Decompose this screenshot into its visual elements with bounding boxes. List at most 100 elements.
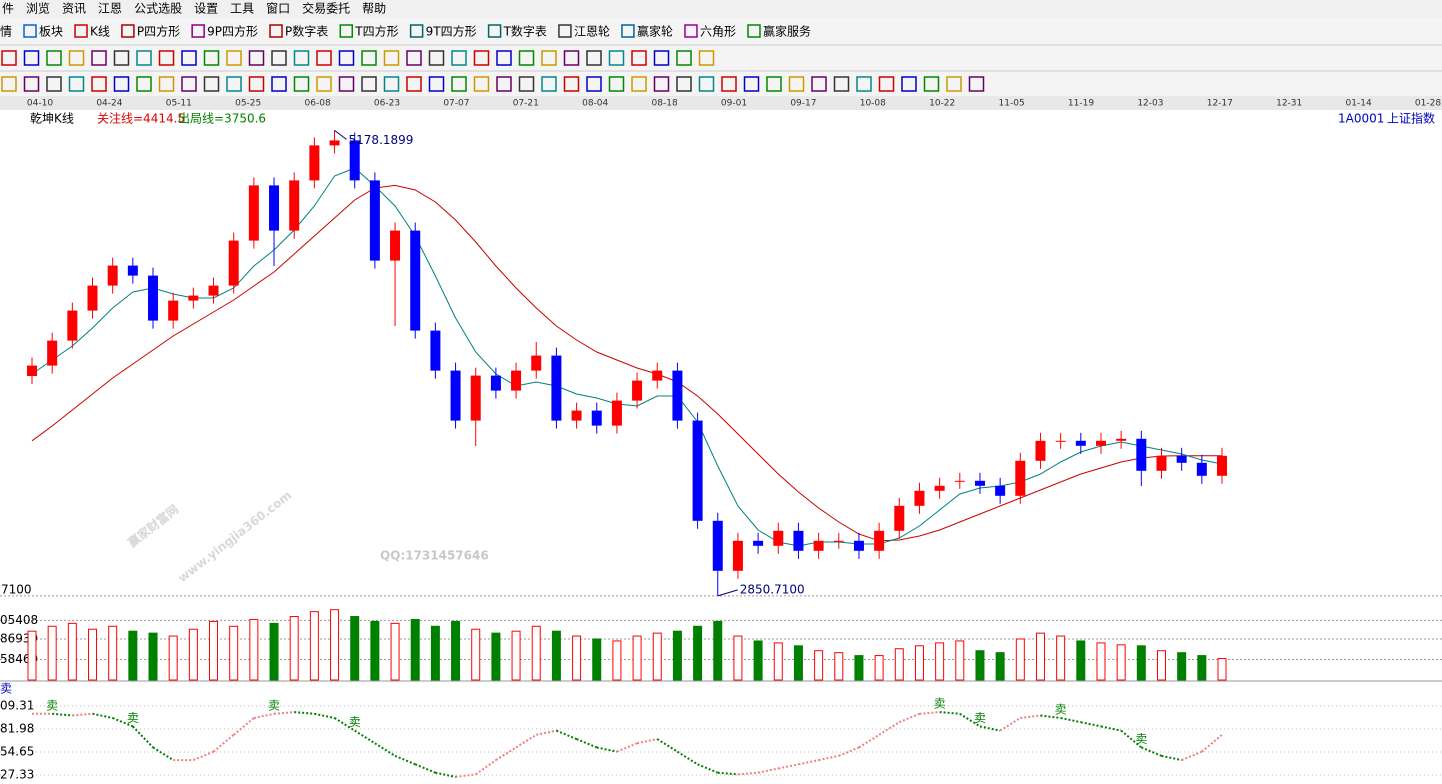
toolbar-item[interactable]: 赢家轮: [637, 24, 673, 39]
menu-item[interactable]: 江恩: [98, 2, 122, 16]
tool-button[interactable]: [518, 50, 535, 66]
tool-button[interactable]: [1, 50, 17, 66]
tool-button[interactable]: [901, 76, 917, 92]
tool-button[interactable]: [946, 76, 962, 92]
tool-button[interactable]: [91, 76, 107, 92]
tool-button[interactable]: [856, 76, 872, 92]
tool-button[interactable]: [428, 50, 445, 66]
tool-button[interactable]: [68, 76, 85, 92]
toolbar-icon[interactable]: [684, 24, 698, 38]
tool-button[interactable]: [608, 50, 625, 66]
tool-button[interactable]: [181, 76, 197, 92]
tool-button[interactable]: [563, 76, 580, 92]
toolbar-item[interactable]: 情: [0, 25, 12, 39]
menu-item[interactable]: 公式选股: [134, 2, 182, 16]
tool-button[interactable]: [136, 50, 152, 66]
tool-button[interactable]: [181, 50, 197, 66]
menu-item[interactable]: 浏览: [26, 1, 50, 16]
tool-button[interactable]: [473, 50, 490, 66]
tool-button[interactable]: [608, 76, 625, 92]
tool-button[interactable]: [541, 50, 557, 66]
tool-button[interactable]: [68, 50, 85, 66]
tool-button[interactable]: [653, 76, 670, 92]
tool-button[interactable]: [361, 50, 377, 66]
menu-item[interactable]: 帮助: [362, 2, 386, 16]
tool-button[interactable]: [338, 50, 355, 66]
tool-button[interactable]: [1, 76, 17, 92]
tool-button[interactable]: [698, 50, 715, 66]
menu-item[interactable]: 资讯: [62, 2, 86, 16]
toolbar-icon[interactable]: [121, 24, 135, 38]
tool-button[interactable]: [136, 76, 152, 92]
toolbar-icon[interactable]: [339, 24, 354, 38]
toolbar-item[interactable]: 板块: [39, 25, 63, 39]
tool-button[interactable]: [361, 76, 377, 92]
tool-button[interactable]: [271, 50, 287, 66]
toolbar-icon[interactable]: [74, 24, 88, 38]
tool-button[interactable]: [248, 50, 265, 66]
toolbar-icon[interactable]: [191, 24, 205, 38]
tool-button[interactable]: [158, 76, 175, 92]
tool-button[interactable]: [23, 50, 40, 66]
tool-button[interactable]: [226, 76, 242, 92]
tool-button[interactable]: [338, 76, 355, 92]
tool-button[interactable]: [631, 76, 647, 92]
tool-button[interactable]: [968, 76, 985, 92]
tool-button[interactable]: [46, 50, 62, 66]
toolbar-icon[interactable]: [558, 24, 572, 38]
tool-button[interactable]: [496, 50, 512, 66]
tool-button[interactable]: [113, 76, 130, 92]
tool-button[interactable]: [518, 76, 535, 92]
tool-button[interactable]: [923, 76, 940, 92]
tool-button[interactable]: [676, 50, 692, 66]
tool-button[interactable]: [676, 76, 692, 92]
tool-button[interactable]: [743, 76, 760, 92]
tool-button[interactable]: [698, 76, 715, 92]
tool-button[interactable]: [563, 50, 580, 66]
toolbar-item[interactable]: 六角形: [700, 25, 736, 39]
tool-button[interactable]: [271, 76, 287, 92]
menu-item[interactable]: 件: [2, 2, 14, 16]
toolbar-item[interactable]: 江恩轮: [574, 25, 610, 39]
tool-button[interactable]: [383, 76, 400, 92]
tool-button[interactable]: [788, 76, 805, 92]
tool-button[interactable]: [23, 76, 40, 92]
menu-item[interactable]: 交易委托: [302, 1, 350, 16]
tool-button[interactable]: [451, 50, 467, 66]
tool-button[interactable]: [631, 50, 647, 66]
tool-button[interactable]: [653, 50, 670, 66]
tool-button[interactable]: [383, 50, 400, 66]
tool-button[interactable]: [428, 76, 445, 92]
toolbar-icon[interactable]: [747, 24, 761, 38]
tool-button[interactable]: [293, 76, 310, 92]
tool-button[interactable]: [473, 76, 490, 92]
tool-button[interactable]: [451, 76, 467, 92]
toolbar-icon[interactable]: [621, 24, 635, 38]
tool-button[interactable]: [46, 76, 62, 92]
toolbar-item[interactable]: 9P四方形: [207, 24, 258, 39]
toolbar-icon[interactable]: [23, 24, 37, 38]
tool-button[interactable]: [91, 50, 107, 66]
toolbar-icon[interactable]: [269, 24, 283, 38]
toolbar-item[interactable]: K线: [90, 25, 110, 39]
toolbar-icon[interactable]: [487, 24, 502, 38]
tool-button[interactable]: [586, 76, 602, 92]
toolbar-item[interactable]: 9T四方形: [426, 24, 477, 39]
tool-button[interactable]: [158, 50, 175, 66]
toolbar-item[interactable]: P数字表: [285, 24, 328, 39]
tool-button[interactable]: [406, 76, 422, 92]
toolbar-item[interactable]: T四方形: [354, 24, 398, 39]
tool-button[interactable]: [878, 76, 895, 92]
tool-button[interactable]: [496, 76, 512, 92]
tool-button[interactable]: [293, 50, 310, 66]
toolbar-item[interactable]: 赢家服务: [763, 24, 811, 39]
toolbar-item[interactable]: T数字表: [503, 24, 547, 39]
tool-button[interactable]: [203, 76, 220, 92]
menu-item[interactable]: 工具: [230, 2, 254, 16]
tool-button[interactable]: [226, 50, 242, 66]
tool-button[interactable]: [248, 76, 265, 92]
toolbar-item[interactable]: P四方形: [137, 24, 180, 39]
tool-button[interactable]: [586, 50, 602, 66]
tool-button[interactable]: [316, 76, 332, 92]
tool-button[interactable]: [113, 50, 130, 66]
